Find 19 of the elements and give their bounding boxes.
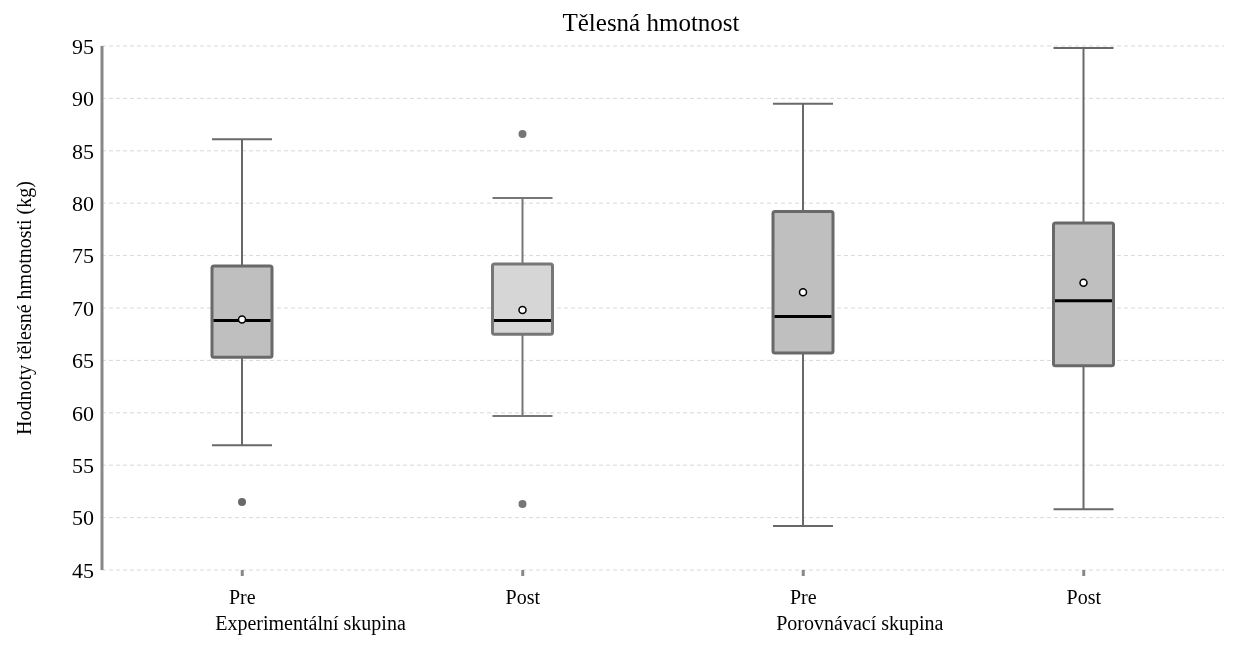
text: Porovnávací skupina (776, 612, 944, 635)
y-tick-label: 50 (72, 505, 94, 531)
y-tick-label: 80 (72, 191, 94, 217)
y-tick-label: 75 (72, 243, 94, 269)
x-tick-label: Post (1066, 586, 1102, 608)
x-tick-label: Post (505, 586, 541, 608)
x-tick-label: Pre (228, 586, 256, 608)
chart-title: Tělesná hmotnost (562, 9, 740, 36)
y-tick-label: 85 (72, 138, 94, 164)
y-tick-label: 95 (72, 33, 94, 59)
y-tick-label: 70 (72, 295, 94, 321)
y-tick-label: 90 (72, 86, 94, 112)
y-tick-label: 55 (72, 453, 94, 479)
y-tick-label: 65 (72, 348, 94, 374)
y-tick-label: 45 (72, 557, 94, 583)
y-tick-label: 60 (72, 400, 94, 426)
y-axis-title: Hodnoty tělesné hmotnosti (kg) (13, 181, 36, 435)
x-tick-label: Pre (789, 586, 817, 608)
text: Experimentální skupina (215, 612, 406, 635)
